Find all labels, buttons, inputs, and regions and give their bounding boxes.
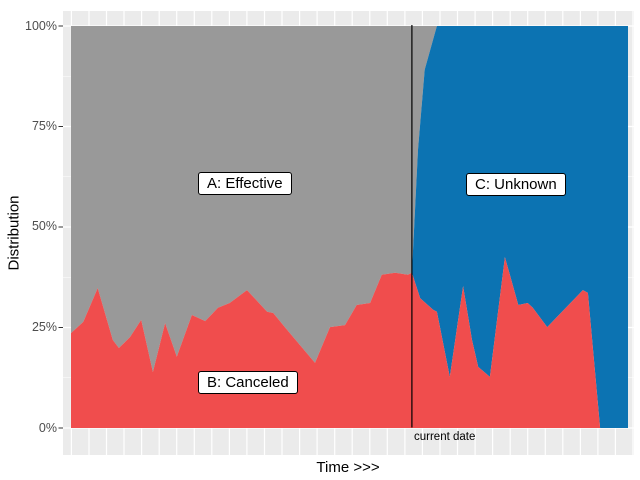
area-label-canceled: B: Canceled [198, 371, 298, 394]
current-date-annotation: current date [414, 431, 476, 443]
y-axis-title: Distribution [5, 195, 23, 271]
y-tick-label-0: 0% [38, 421, 57, 435]
area-label-effective: A: Effective [198, 172, 292, 195]
y-tick-label-25: 25% [31, 320, 57, 334]
area-label-unknown: C: Unknown [466, 173, 566, 196]
y-tick-label-50: 50% [31, 219, 57, 233]
y-tick-label-75: 75% [31, 119, 57, 133]
x-axis-title: Time >>> [316, 459, 380, 476]
y-tick-label-100: 100% [25, 19, 57, 33]
